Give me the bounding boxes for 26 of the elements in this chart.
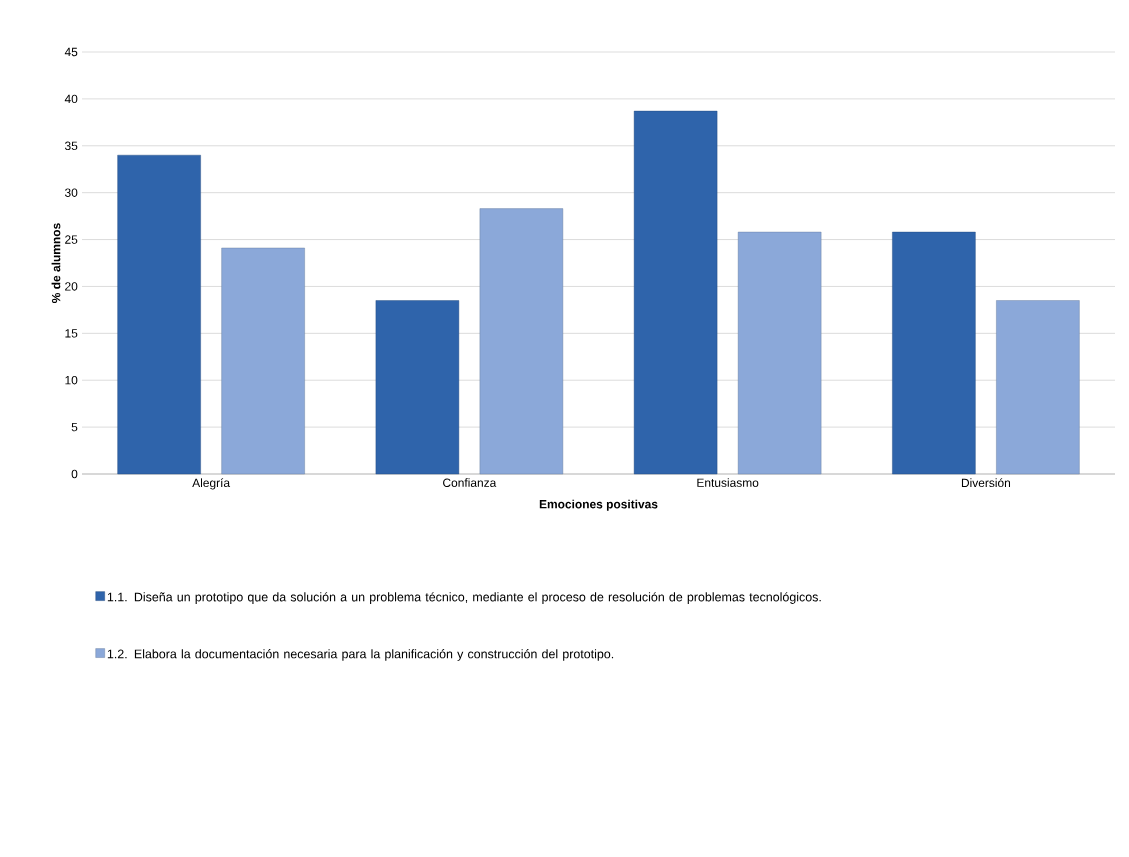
x-tick-label: Confianza <box>443 478 497 487</box>
y-tick-label: 10 <box>65 376 78 385</box>
y-axis-title: % de alumnos <box>51 223 61 303</box>
bar <box>737 231 822 475</box>
y-tick-label: 40 <box>64 94 78 104</box>
y-tick-label: 15 <box>65 329 78 338</box>
bar <box>892 231 976 475</box>
bar <box>479 208 564 475</box>
legend-label: 1.2. Elabora la documentación necesaria para la planificación y construcción del prototipo. <box>107 649 614 661</box>
y-tick-label: 30 <box>64 188 78 197</box>
bar <box>633 110 718 475</box>
y-tick-label: 5 <box>71 422 78 432</box>
bar <box>996 300 1080 475</box>
x-tick-label: Entusiasmo <box>697 478 759 487</box>
y-tick-label: 45 <box>64 47 78 57</box>
y-tick-label: 0 <box>71 469 78 479</box>
x-tick-label: Diversión <box>961 478 1011 488</box>
x-tick-label: Alegría <box>192 478 231 490</box>
bar <box>375 300 460 475</box>
y-tick-label: 20 <box>65 282 78 291</box>
legend-label: 1.1. Diseña un prototipo que da solución a un problema técnico, mediante el proceso de resolución de problemas tecnológicos. <box>107 592 821 604</box>
x-axis-title: Emociones positivas <box>539 499 658 511</box>
y-tick-label: 25 <box>65 235 78 244</box>
y-tick-label: 35 <box>64 141 78 150</box>
bar <box>117 154 201 475</box>
bar <box>221 247 305 475</box>
